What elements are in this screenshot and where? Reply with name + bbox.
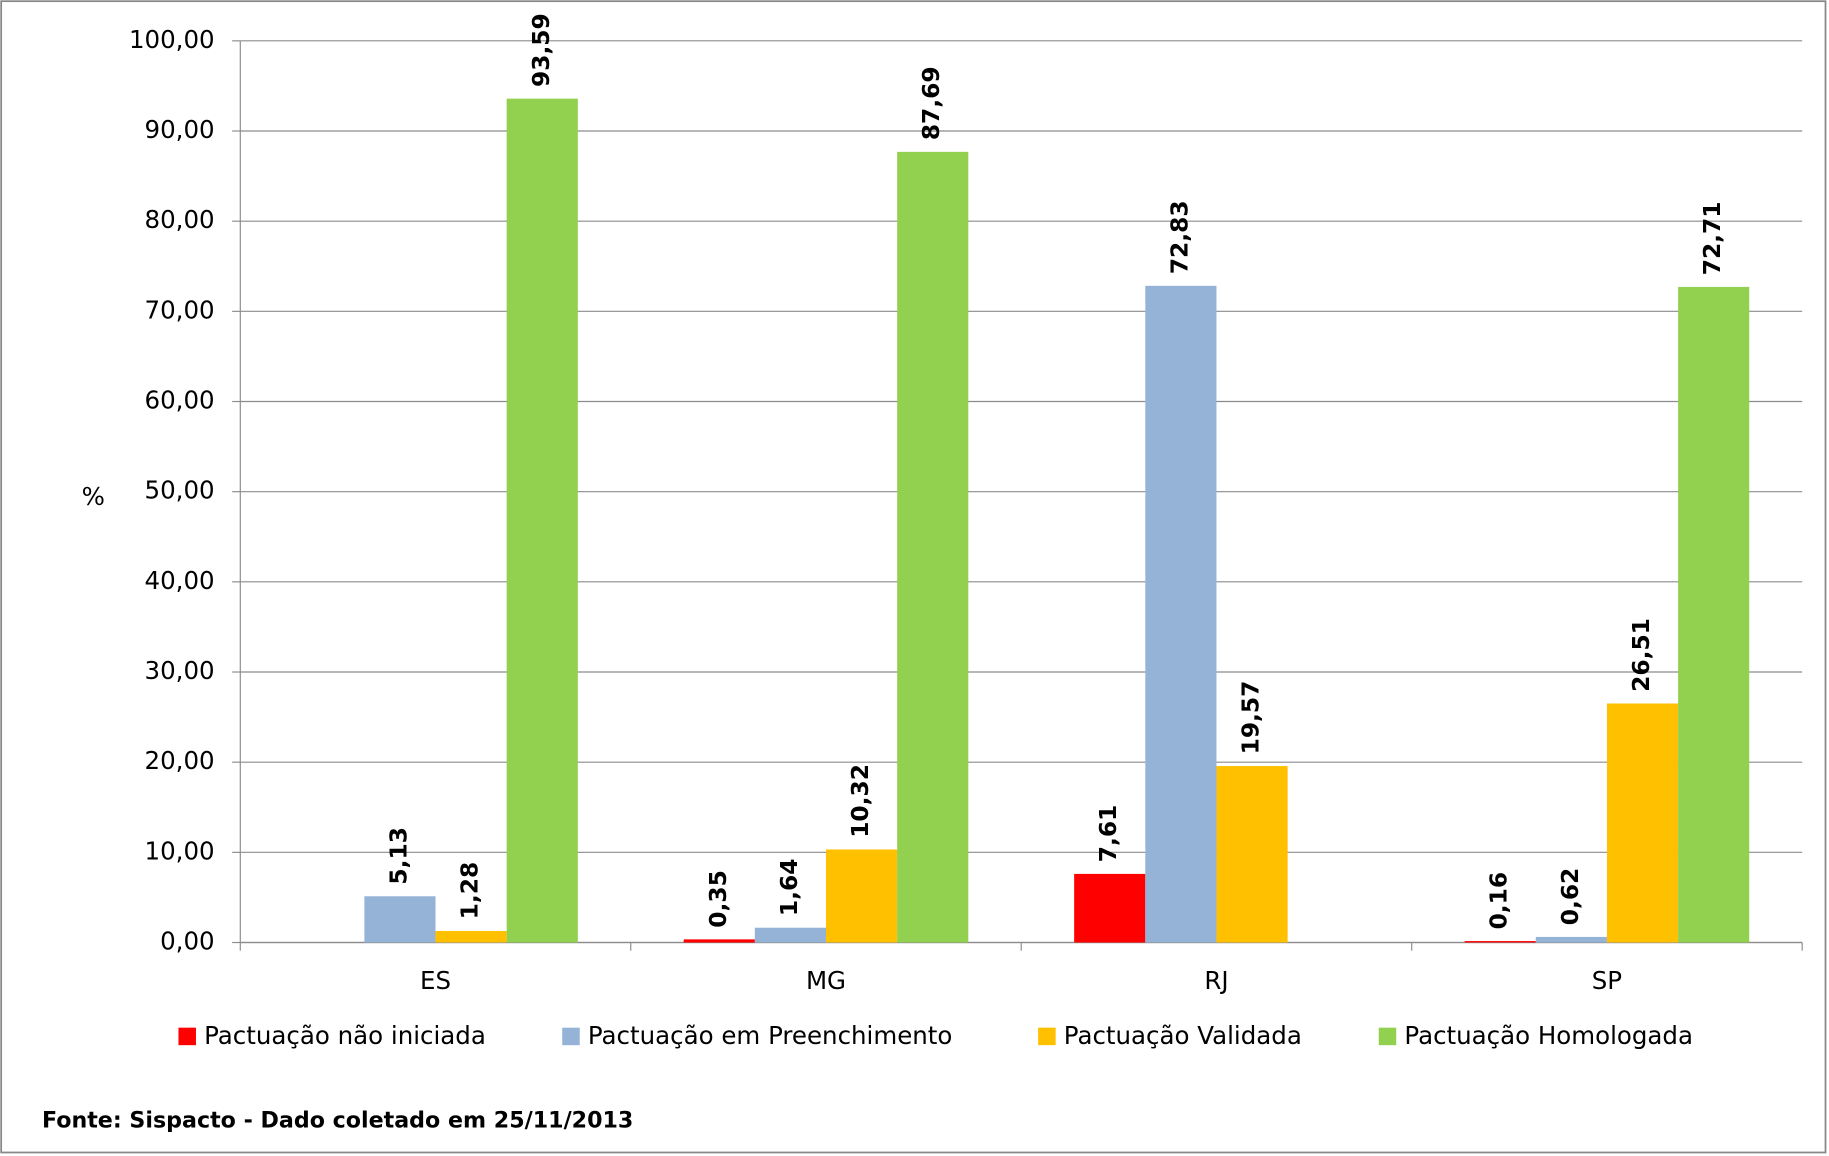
legend-label: Pactuação não iniciada <box>204 1021 486 1050</box>
value-label: 1,64 <box>776 859 803 917</box>
value-label: 72,71 <box>1699 201 1726 275</box>
bar <box>754 927 826 943</box>
bar <box>435 930 507 943</box>
bar <box>1145 285 1217 943</box>
y-tick-label: 30,00 <box>145 656 215 685</box>
value-label: 7,61 <box>1095 805 1122 863</box>
bar <box>1535 936 1607 943</box>
value-label: 1,28 <box>457 862 484 920</box>
y-tick-label: 50,00 <box>145 476 215 505</box>
value-label: 0,62 <box>1557 868 1584 926</box>
legend-swatch <box>562 1027 580 1046</box>
legend-swatch <box>1038 1027 1056 1046</box>
bar <box>364 896 436 943</box>
bar <box>1074 873 1146 943</box>
y-tick-label: 40,00 <box>145 566 215 595</box>
bar <box>1678 286 1750 943</box>
value-label: 10,32 <box>847 764 874 838</box>
y-tick-label: 90,00 <box>145 115 215 144</box>
y-tick-label: 100,00 <box>129 25 215 54</box>
y-tick-label: 60,00 <box>145 386 215 415</box>
legend-label: Pactuação Homologada <box>1404 1021 1693 1050</box>
y-tick-label: 70,00 <box>145 295 215 324</box>
value-label: 19,57 <box>1238 681 1265 755</box>
legend-swatch <box>1378 1027 1397 1046</box>
bar <box>897 151 969 943</box>
value-label: 72,83 <box>1166 200 1193 274</box>
bar <box>825 849 898 943</box>
x-tick-label: SP <box>1592 966 1622 995</box>
legend-swatch <box>178 1027 196 1046</box>
value-label: 26,51 <box>1628 618 1655 692</box>
bar <box>1464 941 1536 943</box>
value-label: 87,69 <box>918 66 945 140</box>
bar <box>1606 703 1679 943</box>
y-tick-label: 20,00 <box>145 746 215 775</box>
y-tick-label: 0,00 <box>160 927 215 956</box>
bar <box>506 98 578 943</box>
bar <box>1216 766 1288 943</box>
value-label: 5,13 <box>385 827 412 885</box>
bar <box>683 939 755 943</box>
legend-label: Pactuação Validada <box>1064 1021 1302 1050</box>
y-tick-label: 10,00 <box>145 836 215 865</box>
x-tick-label: RJ <box>1204 966 1228 995</box>
y-tick-label: 80,00 <box>145 205 215 234</box>
legend-label: Pactuação em Preenchimento <box>588 1021 952 1050</box>
value-label: 0,16 <box>1486 872 1513 930</box>
x-tick-label: ES <box>420 966 451 995</box>
value-label: 0,35 <box>705 870 732 928</box>
value-label: 93,59 <box>528 13 555 87</box>
y-axis-label: % <box>82 482 105 511</box>
x-tick-label: MG <box>806 966 846 995</box>
source-note: Fonte: Sispacto - Dado coletado em 25/11… <box>42 1107 633 1133</box>
